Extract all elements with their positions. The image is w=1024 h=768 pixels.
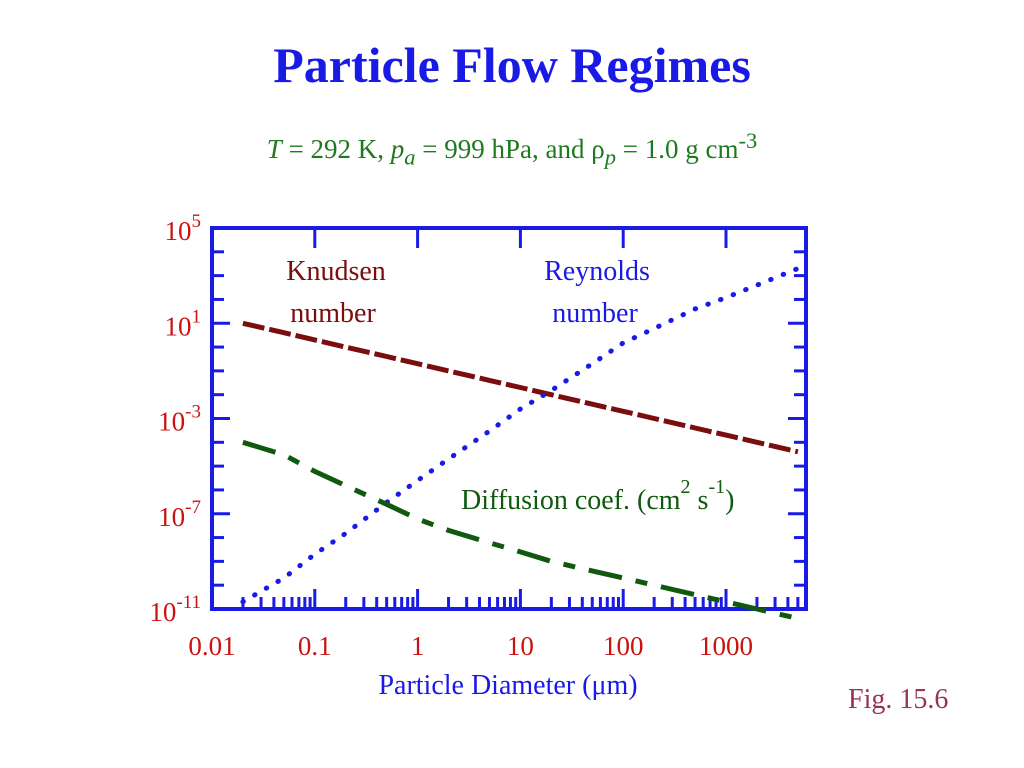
y-tick-base: 10 <box>165 311 192 341</box>
y-tick-label: 10-7 <box>158 497 201 532</box>
figure-number: Fig. 15.6 <box>848 684 949 715</box>
x-tick-label: 100 <box>603 631 644 661</box>
diffusion-label-exp2: -1 <box>708 476 725 498</box>
temperature-symbol: T <box>266 134 282 164</box>
knudsen-series-line <box>242 320 799 455</box>
diffusion-series-line <box>242 439 799 621</box>
y-tick-exp: -3 <box>185 402 201 423</box>
y-tick-label: 105 <box>165 211 202 246</box>
diffusion-label-end: ) <box>725 485 734 516</box>
series-layer <box>240 266 801 621</box>
density-symbol: ρ <box>591 134 605 164</box>
knudsen-label-line2: number <box>290 298 376 329</box>
density-exponent: -3 <box>738 128 758 153</box>
x-tick-label: 0.01 <box>188 631 235 661</box>
diffusion-label-text: Diffusion coef. (cm <box>461 485 681 516</box>
diffusion-label: Diffusion coef. (cm2 s-1) <box>461 476 734 516</box>
x-tick-label: 10 <box>507 631 534 661</box>
x-axis-label: Particle Diameter (μm) <box>378 670 637 701</box>
diffusion-label-exp1: 2 <box>681 476 691 498</box>
knudsen-label-line1: Knudsen <box>286 256 386 287</box>
chart-subtitle: T = 292 K, pa = 999 hPa, and ρp = 1.0 g … <box>0 128 1024 170</box>
reynolds-label-line1: Reynolds <box>544 256 650 287</box>
y-tick-label: 10-3 <box>158 402 201 437</box>
y-tick-base: 10 <box>165 216 192 246</box>
y-tick-label: 10-11 <box>149 592 201 627</box>
reynolds-series-line <box>240 266 801 605</box>
y-tick-base: 10 <box>158 407 185 437</box>
temperature-text: = 292 K, <box>281 134 391 164</box>
reynolds-label-line2: number <box>552 298 638 329</box>
x-tick-label: 1000 <box>699 631 753 661</box>
pressure-subscript: a <box>404 144 416 170</box>
plot-frame <box>210 226 808 611</box>
x-tick-label: 0.1 <box>298 631 332 661</box>
pressure-text: = 999 hPa, and <box>415 134 592 164</box>
page-title: Particle Flow Regimes <box>273 37 751 93</box>
y-tick-exp: -11 <box>176 592 201 613</box>
y-tick-label: 101 <box>165 306 202 341</box>
axis-ticks <box>210 226 808 611</box>
y-tick-base: 10 <box>158 502 185 532</box>
diffusion-label-mid: s <box>691 485 709 516</box>
pressure-symbol: p <box>390 134 405 164</box>
y-tick-exp: 5 <box>192 211 202 232</box>
density-subscript: p <box>604 144 616 170</box>
x-tick-label: 1 <box>411 631 425 661</box>
density-text: = 1.0 g cm <box>616 134 739 164</box>
y-tick-base: 10 <box>149 597 176 627</box>
y-tick-exp: 1 <box>192 306 202 327</box>
y-tick-exp: -7 <box>185 497 201 518</box>
